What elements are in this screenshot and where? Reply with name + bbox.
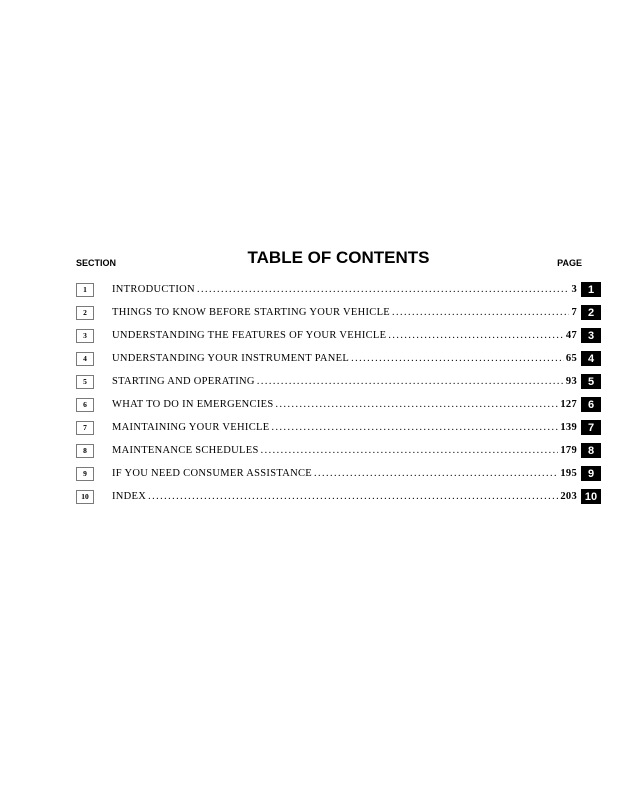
section-box: 4	[76, 352, 94, 366]
toc-entry: THINGS TO KNOW BEFORE STARTING YOUR VEHI…	[112, 307, 577, 318]
toc-entry: INDEX...................................…	[112, 491, 577, 502]
tab-number: 10	[585, 491, 597, 503]
tab-box: 7	[581, 420, 601, 435]
entry-title: IF YOU NEED CONSUMER ASSISTANCE	[112, 468, 312, 479]
entry-page: 203	[560, 491, 577, 502]
leader-dots: ........................................…	[314, 468, 558, 479]
page-header-label: PAGE	[557, 258, 582, 268]
section-box: 7	[76, 421, 94, 435]
section-box: 5	[76, 375, 94, 389]
tab-number: 7	[588, 422, 594, 434]
toc-entry: MAINTENANCE SCHEDULES...................…	[112, 445, 577, 456]
entry-page: 139	[560, 422, 577, 433]
tab-number: 2	[588, 307, 594, 319]
toc-entry: WHAT TO DO IN EMERGENCIES...............…	[112, 399, 577, 410]
tab-number: 4	[588, 353, 594, 365]
tab-number: 6	[588, 399, 594, 411]
section-box: 9	[76, 467, 94, 481]
entry-title: MAINTENANCE SCHEDULES	[112, 445, 259, 456]
leader-dots: ........................................…	[271, 422, 558, 433]
tab-box: 1	[581, 282, 601, 297]
tab-box: 9	[581, 466, 601, 481]
toc-entry: STARTING AND OPERATING..................…	[112, 376, 577, 387]
entry-title: THINGS TO KNOW BEFORE STARTING YOUR VEHI…	[112, 307, 390, 318]
tab-number: 5	[588, 376, 594, 388]
section-number: 8	[83, 446, 87, 455]
section-header-label: SECTION	[76, 258, 116, 268]
section-box: 3	[76, 329, 94, 343]
section-number: 5	[83, 377, 87, 386]
section-box: 10	[76, 490, 94, 504]
entry-page: 127	[560, 399, 577, 410]
entry-title: STARTING AND OPERATING	[112, 376, 255, 387]
page-title: TABLE OF CONTENTS	[248, 248, 430, 268]
toc-entry: UNDERSTANDING YOUR INSTRUMENT PANEL.....…	[112, 353, 577, 364]
tab-box: 6	[581, 397, 601, 412]
toc-row: 3 UNDERSTANDING THE FEATURES OF YOUR VEHI…	[76, 328, 601, 343]
section-box: 2	[76, 306, 94, 320]
leader-dots: ........................................…	[392, 307, 569, 318]
tab-number: 9	[588, 468, 594, 480]
entry-title: INTRODUCTION	[112, 284, 195, 295]
entry-page: 179	[560, 445, 577, 456]
section-number: 9	[83, 469, 87, 478]
toc-row: 8 MAINTENANCE SCHEDULES..................…	[76, 443, 601, 458]
section-number: 3	[83, 331, 87, 340]
section-number: 1	[83, 285, 87, 294]
entry-page: 47	[566, 330, 577, 341]
leader-dots: ........................................…	[257, 376, 564, 387]
tab-box: 8	[581, 443, 601, 458]
toc-entry: MAINTAINING YOUR VEHICLE................…	[112, 422, 577, 433]
tab-number: 8	[588, 445, 594, 457]
toc-page: SECTION TABLE OF CONTENTS PAGE 1 INTRODUC…	[76, 248, 601, 512]
entry-title: WHAT TO DO IN EMERGENCIES	[112, 399, 274, 410]
toc-entry: INTRODUCTION............................…	[112, 284, 577, 295]
leader-dots: ........................................…	[197, 284, 570, 295]
section-number: 2	[83, 308, 87, 317]
tab-box: 2	[581, 305, 601, 320]
entry-page: 7	[571, 307, 577, 318]
toc-row: 7 MAINTAINING YOUR VEHICLE...............…	[76, 420, 601, 435]
toc-row: 9 IF YOU NEED CONSUMER ASSISTANCE........…	[76, 466, 601, 481]
tab-box: 10	[581, 489, 601, 504]
section-number: 6	[83, 400, 87, 409]
section-box: 6	[76, 398, 94, 412]
section-box: 1	[76, 283, 94, 297]
tab-number: 1	[588, 284, 594, 296]
entry-title: UNDERSTANDING YOUR INSTRUMENT PANEL	[112, 353, 349, 364]
entry-title: MAINTAINING YOUR VEHICLE	[112, 422, 269, 433]
toc-row: 10 INDEX.................................…	[76, 489, 601, 504]
entry-title: UNDERSTANDING THE FEATURES OF YOUR VEHIC…	[112, 330, 386, 341]
toc-row: 4 UNDERSTANDING YOUR INSTRUMENT PANEL....…	[76, 351, 601, 366]
entry-page: 3	[571, 284, 577, 295]
entry-page: 195	[560, 468, 577, 479]
tab-box: 5	[581, 374, 601, 389]
section-number: 10	[81, 492, 89, 501]
toc-row: 2 THINGS TO KNOW BEFORE STARTING YOUR VEH…	[76, 305, 601, 320]
leader-dots: ........................................…	[148, 491, 558, 502]
entry-title: INDEX	[112, 491, 146, 502]
toc-entry: UNDERSTANDING THE FEATURES OF YOUR VEHIC…	[112, 330, 577, 341]
section-box: 8	[76, 444, 94, 458]
leader-dots: ........................................…	[276, 399, 559, 410]
section-number: 7	[83, 423, 87, 432]
leader-dots: ........................................…	[388, 330, 564, 341]
toc-entry: IF YOU NEED CONSUMER ASSISTANCE.........…	[112, 468, 577, 479]
section-number: 4	[83, 354, 87, 363]
leader-dots: ........................................…	[351, 353, 564, 364]
tab-number: 3	[588, 330, 594, 342]
toc-row: 6 WHAT TO DO IN EMERGENCIES..............…	[76, 397, 601, 412]
toc-row: 1 INTRODUCTION...........................…	[76, 282, 601, 297]
tab-box: 4	[581, 351, 601, 366]
toc-list: 1 INTRODUCTION...........................…	[76, 282, 601, 504]
tab-box: 3	[581, 328, 601, 343]
toc-row: 5 STARTING AND OPERATING.................…	[76, 374, 601, 389]
toc-header: SECTION TABLE OF CONTENTS PAGE	[76, 248, 601, 270]
entry-page: 65	[566, 353, 577, 364]
leader-dots: ........................................…	[261, 445, 559, 456]
entry-page: 93	[566, 376, 577, 387]
